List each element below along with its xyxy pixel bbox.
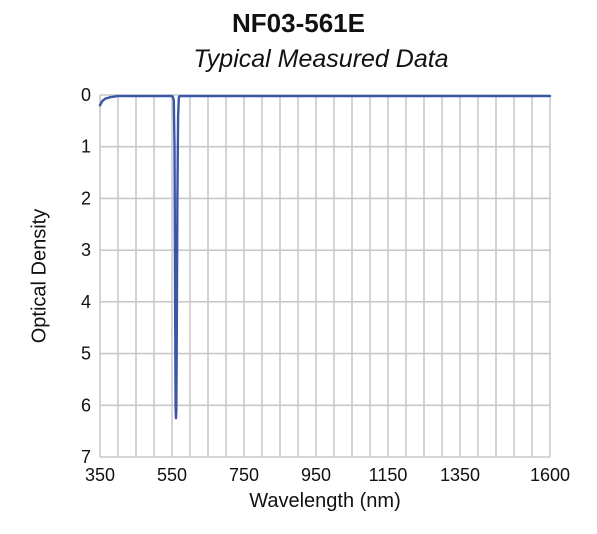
series-group [98, 94, 552, 420]
x-axis-label: Wavelength (nm) [249, 490, 401, 512]
y-tick-label: 6 [81, 395, 91, 415]
y-tick-label: 0 [81, 85, 91, 105]
y-tick-label: 7 [81, 447, 91, 467]
x-tick-label: 350 [85, 465, 115, 485]
x-tick-label: 550 [157, 465, 187, 485]
y-tick-labels: 0 1 2 3 4 5 6 7 [81, 85, 91, 467]
y-tick-label: 5 [81, 344, 91, 364]
series-line [98, 94, 552, 420]
chart-subtitle: Typical Measured Data [193, 45, 449, 73]
y-tick-label: 2 [81, 188, 91, 208]
y-tick-label: 3 [81, 240, 91, 260]
y-axis-label: Optical Density [28, 208, 51, 344]
x-tick-label: 950 [301, 465, 331, 485]
x-tick-label: 1350 [440, 465, 480, 485]
y-tick-label: 4 [81, 292, 91, 312]
y-tick-label: 1 [81, 137, 91, 157]
chart-title: NF03-561E [232, 8, 365, 38]
x-tick-label: 750 [229, 465, 259, 485]
x-tick-label: 1600 [530, 465, 570, 485]
x-tick-label: 1150 [369, 465, 408, 485]
x-tick-labels: 350 550 750 950 1150 1350 1600 [85, 465, 570, 485]
grid [99, 94, 551, 458]
